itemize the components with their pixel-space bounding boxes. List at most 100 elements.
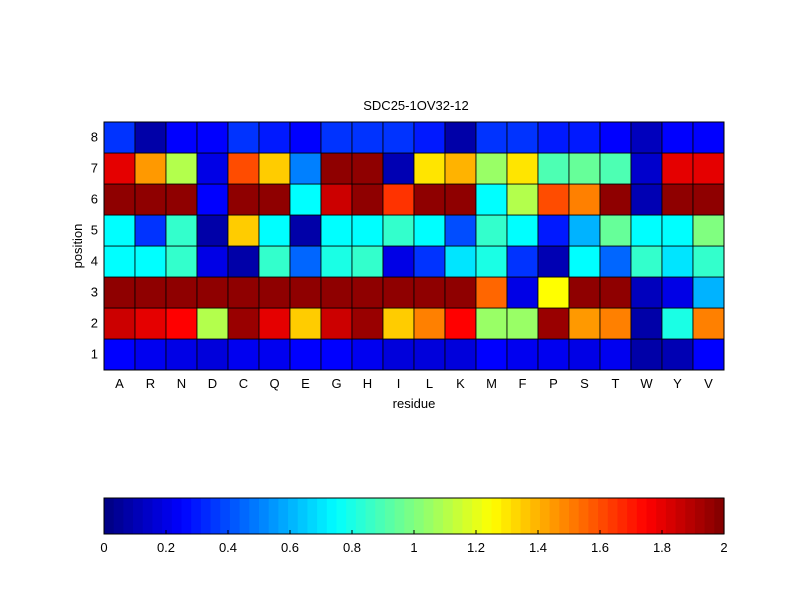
heatmap-cell — [692, 121, 725, 154]
heatmap-cell — [506, 214, 539, 247]
colorbar-segment — [307, 498, 318, 534]
colorbar-segment — [636, 498, 648, 534]
heatmap-cell — [103, 121, 136, 154]
heatmap-cell — [134, 152, 167, 185]
colorbar-tick-label: 0.4 — [219, 540, 237, 555]
heatmap-cell — [196, 183, 229, 216]
heatmap-cell — [568, 183, 601, 216]
x-tick-label: Q — [269, 376, 279, 391]
colorbar-segment — [326, 498, 338, 534]
heatmap-cell — [630, 152, 663, 185]
heatmap-cell — [661, 338, 694, 371]
x-tick-label: F — [519, 376, 527, 391]
colorbar-segment — [384, 498, 396, 534]
heatmap-cell — [692, 245, 725, 278]
colorbar-segment — [481, 498, 493, 534]
heatmap-cell — [444, 338, 477, 371]
heatmap-cell — [661, 245, 694, 278]
heatmap-cell — [475, 183, 508, 216]
heatmap-cell — [134, 214, 167, 247]
colorbar-segment — [162, 498, 173, 534]
colorbar-segment — [520, 498, 531, 534]
heatmap-cell — [444, 183, 477, 216]
x-tick-label: V — [704, 376, 713, 391]
chart-title: SDC25-1OV32-12 — [363, 98, 469, 113]
colorbar-tick-label: 0.8 — [343, 540, 361, 555]
heatmap-cell — [103, 245, 136, 278]
heatmap-cell — [320, 152, 353, 185]
heatmap-cell — [506, 121, 539, 154]
heatmap-cell — [227, 307, 260, 340]
heatmap-cell — [692, 214, 725, 247]
colorbar-segment — [336, 498, 347, 534]
x-tick-label: R — [146, 376, 155, 391]
heatmap-cell — [351, 245, 384, 278]
colorbar-segment — [588, 498, 599, 534]
heatmap-cell — [320, 121, 353, 154]
heatmap-cell — [258, 245, 291, 278]
heatmap-cell — [196, 152, 229, 185]
heatmap-cell — [568, 152, 601, 185]
colorbar-segment — [559, 498, 570, 534]
heatmap-cell — [382, 183, 415, 216]
heatmap-cell — [165, 214, 198, 247]
heatmap-cell — [134, 183, 167, 216]
colorbar-segment — [239, 498, 250, 534]
x-tick-label: Y — [673, 376, 682, 391]
heatmap-cell — [165, 152, 198, 185]
colorbar-segment — [133, 498, 144, 534]
heatmap-cell — [134, 121, 167, 154]
x-tick-label: K — [456, 376, 465, 391]
x-tick-label: I — [397, 376, 401, 391]
heatmap-cell — [661, 152, 694, 185]
heatmap-cell — [413, 121, 446, 154]
colorbar-segment — [181, 498, 192, 534]
colorbar-segment — [694, 498, 706, 534]
colorbar-segment — [443, 498, 454, 534]
x-tick-label: C — [239, 376, 248, 391]
heatmap-cell — [227, 214, 260, 247]
heatmap-cell — [320, 245, 353, 278]
heatmap-cell — [537, 214, 570, 247]
heatmap-cell — [506, 152, 539, 185]
colorbar-segment — [171, 498, 183, 534]
heatmap-cell — [320, 307, 353, 340]
heatmap-cell — [351, 183, 384, 216]
heatmap-cell — [196, 121, 229, 154]
colorbar-segment — [491, 498, 502, 534]
heatmap-cell — [599, 183, 632, 216]
colorbar-segment — [656, 498, 667, 534]
x-tick-label: D — [208, 376, 217, 391]
heatmap-cell — [103, 276, 136, 309]
heatmap-cell — [661, 183, 694, 216]
heatmap-cell — [165, 307, 198, 340]
x-tick-label: P — [549, 376, 558, 391]
heatmap-cell — [165, 183, 198, 216]
heatmap-cell — [568, 214, 601, 247]
heatmap-cell — [537, 152, 570, 185]
y-tick-label: 8 — [91, 130, 98, 145]
colorbar-segment — [394, 498, 405, 534]
colorbar-segment — [297, 498, 309, 534]
colorbar-segment — [346, 498, 357, 534]
heatmap-cell — [351, 338, 384, 371]
heatmap-cell — [103, 307, 136, 340]
heatmap-cell — [506, 307, 539, 340]
heatmap-cell — [506, 183, 539, 216]
colorbar-segment — [665, 498, 677, 534]
heatmap-cell — [537, 121, 570, 154]
heatmap-cell — [289, 183, 322, 216]
heatmap-cell — [413, 245, 446, 278]
heatmap-cell — [289, 276, 322, 309]
heatmap-cell — [630, 307, 663, 340]
x-axis-label: residue — [393, 396, 436, 411]
heatmap-cell — [475, 307, 508, 340]
heatmap-cell — [289, 214, 322, 247]
colorbar-segment — [675, 498, 686, 534]
heatmap-cell — [413, 338, 446, 371]
heatmap-cell — [258, 214, 291, 247]
heatmap-cell — [692, 276, 725, 309]
heatmap-cell — [382, 152, 415, 185]
